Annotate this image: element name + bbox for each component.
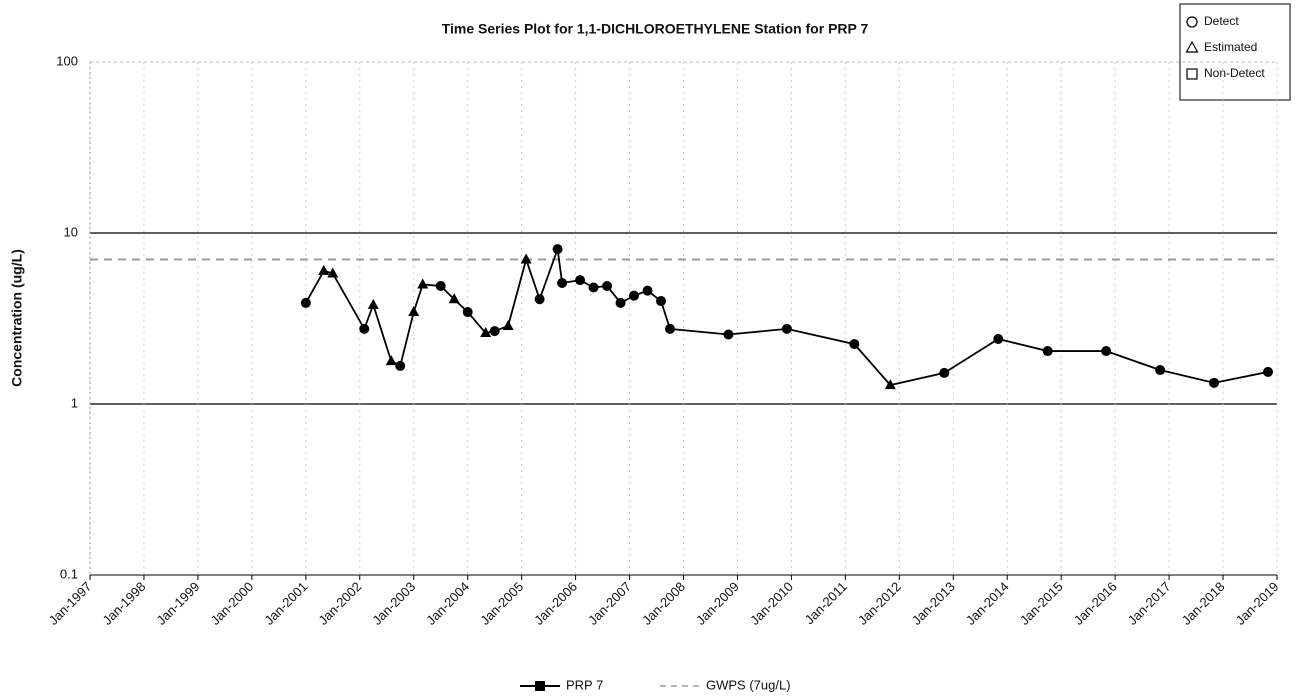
x-tick-label: Jan-2019: [1233, 579, 1282, 628]
y-tick-label: 10: [64, 224, 78, 239]
marker-triangle: [417, 278, 429, 289]
marker-circle: [993, 333, 1004, 344]
x-tick-label: Jan-1999: [154, 579, 203, 628]
marker-legend-box: [1179, 3, 1291, 101]
marker-circle: [1209, 377, 1220, 388]
x-tick-label: Jan-2009: [693, 579, 742, 628]
x-tick-label: Jan-2017: [1125, 579, 1174, 628]
marker-circle: [359, 323, 370, 334]
marker-circle: [1042, 346, 1053, 357]
x-tick-label: Jan-2012: [855, 579, 904, 628]
marker-triangle: [520, 253, 532, 264]
marker-circle: [575, 275, 586, 286]
marker-circle: [849, 339, 860, 350]
marker-square: [1186, 68, 1198, 80]
x-tick-label: Jan-2010: [747, 579, 796, 628]
marker-legend-label: Estimated: [1204, 40, 1257, 54]
marker-triangle: [502, 319, 514, 330]
x-tick-label: Jan-2005: [477, 579, 526, 628]
marker-circle: [300, 297, 311, 308]
marker-circle: [723, 329, 734, 340]
marker-triangle: [327, 267, 339, 278]
marker-circle: [557, 278, 568, 289]
x-tick-label: Jan-2014: [963, 579, 1012, 628]
x-tick-label: Jan-2002: [315, 579, 364, 628]
marker-circle: [642, 285, 653, 296]
x-tick-label: Jan-2015: [1017, 579, 1066, 628]
marker-circle: [395, 360, 406, 371]
marker-circle: [615, 297, 626, 308]
marker-circle: [534, 294, 545, 305]
marker-circle: [602, 280, 613, 291]
y-axis-label: Concentration (ug/L): [9, 249, 25, 387]
marker-circle: [656, 296, 667, 307]
legend-label: GWPS (7ug/L): [706, 677, 791, 692]
marker-triangle: [448, 293, 460, 304]
marker-circle: [939, 367, 950, 378]
legend-marker: [535, 681, 545, 691]
x-tick-label: Jan-2011: [802, 579, 850, 627]
x-tick-label: Jan-2003: [369, 579, 418, 628]
marker-triangle: [884, 379, 896, 390]
chart-title: Time Series Plot for 1,1-DICHLOROETHYLEN…: [442, 21, 869, 37]
y-tick-label: 100: [56, 53, 78, 68]
marker-circle: [1186, 16, 1198, 28]
x-tick-label: Jan-2006: [531, 579, 580, 628]
marker-triangle: [385, 355, 397, 366]
x-tick-label: Jan-2008: [639, 579, 688, 628]
marker-triangle: [318, 264, 330, 275]
marker-circle: [462, 307, 473, 318]
marker-circle: [629, 290, 640, 301]
marker-triangle: [408, 306, 420, 317]
x-tick-label: Jan-2018: [1179, 579, 1228, 628]
x-tick-label: Jan-1997: [46, 579, 95, 628]
marker-circle: [552, 244, 563, 255]
legend-label: PRP 7: [566, 677, 603, 692]
x-tick-label: Jan-2001: [261, 579, 310, 628]
marker-triangle: [1185, 40, 1199, 53]
marker-legend-label: Non-Detect: [1204, 66, 1265, 80]
y-tick-label: 1: [71, 395, 78, 410]
marker-circle: [1263, 366, 1274, 377]
marker-triangle: [480, 327, 492, 338]
x-tick-label: Jan-2016: [1071, 579, 1120, 628]
marker-circle: [435, 280, 446, 291]
x-tick-label: Jan-2004: [423, 579, 472, 628]
x-tick-label: Jan-2007: [585, 579, 634, 628]
marker-circle: [588, 282, 599, 293]
marker-triangle: [367, 298, 379, 309]
y-tick-label: 0.1: [60, 566, 78, 581]
series-line: [305, 248, 1269, 387]
x-tick-label: Jan-2013: [909, 579, 958, 628]
marker-circle: [489, 326, 500, 337]
marker-circle: [1155, 365, 1166, 376]
x-tick-label: Jan-1998: [100, 579, 149, 628]
marker-circle: [781, 323, 792, 334]
marker-circle: [665, 323, 676, 334]
marker-circle: [1101, 346, 1112, 357]
x-tick-label: Jan-2000: [207, 579, 256, 628]
marker-legend-label: Detect: [1204, 14, 1239, 28]
